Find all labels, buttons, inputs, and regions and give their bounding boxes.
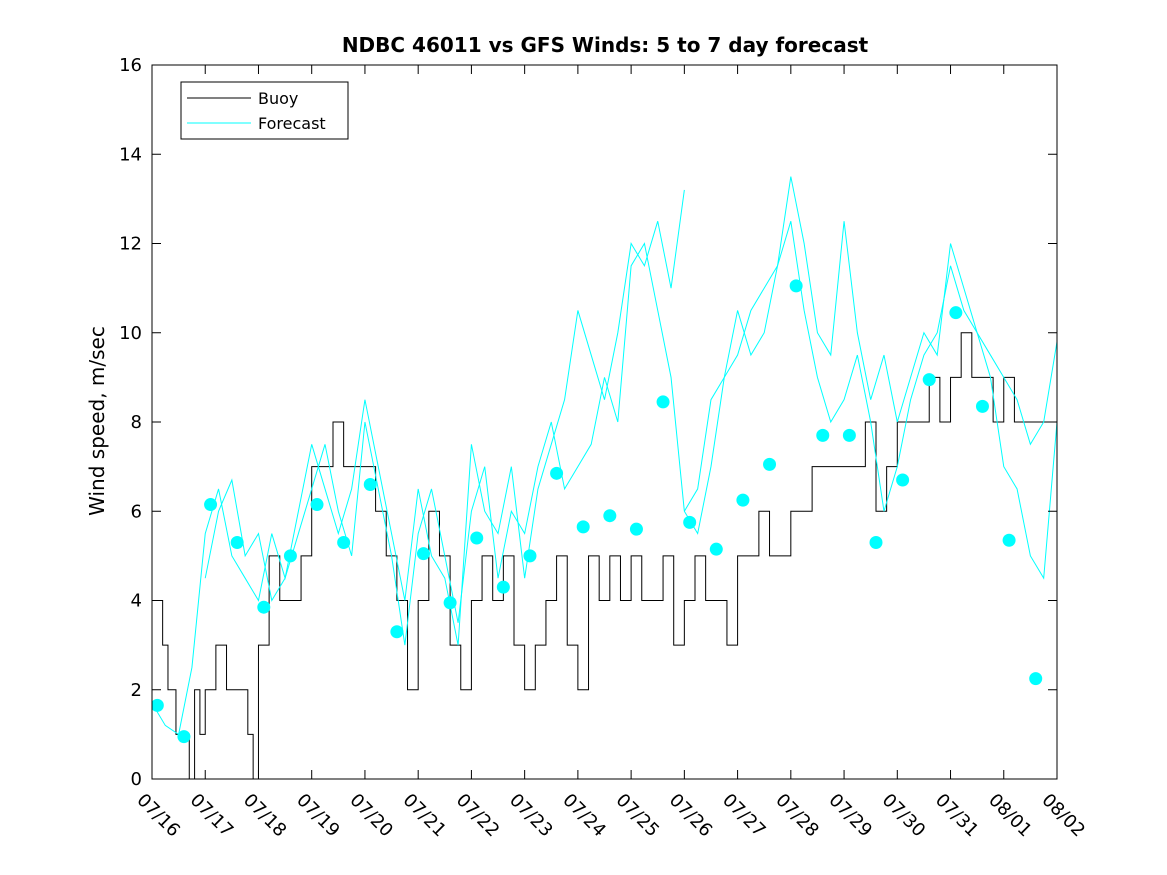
y-tick-label: 16 [119, 55, 142, 76]
forecast-marker [283, 549, 297, 563]
chart-title: NDBC 46011 vs GFS Winds: 5 to 7 day fore… [342, 33, 869, 57]
y-tick-label: 14 [119, 144, 142, 165]
legend: Buoy Forecast [180, 81, 349, 140]
plot-area [152, 176, 1057, 779]
y-tick-label: 6 [131, 501, 142, 522]
forecast-marker [257, 600, 271, 614]
legend-label-forecast: Forecast [258, 114, 326, 133]
forecast-marker [550, 466, 564, 480]
y-axis-label: Wind speed, m/sec [85, 326, 109, 516]
forecast-marker [656, 395, 670, 409]
forecast-marker [975, 399, 989, 413]
forecast-marker [204, 498, 218, 512]
series-line-forecast-run-3 [683, 176, 1057, 512]
forecast-marker [390, 625, 404, 639]
forecast-marker [177, 730, 191, 744]
series-line-forecast [152, 221, 1057, 736]
forecast-marker [763, 457, 777, 471]
forecast-marker [230, 535, 244, 549]
forecast-marker [523, 549, 537, 563]
y-tick-label: 10 [119, 323, 142, 344]
forecast-marker [443, 596, 457, 610]
y-tick-label: 0 [131, 769, 142, 790]
forecast-marker [496, 580, 510, 594]
forecast-marker [869, 535, 883, 549]
forecast-marker [417, 547, 430, 561]
forecast-marker [310, 498, 324, 512]
y-tick-label: 12 [119, 234, 142, 255]
forecast-marker [576, 520, 590, 534]
forecast-marker [789, 279, 803, 293]
forecast-marker [603, 509, 617, 523]
forecast-marker [1029, 672, 1043, 686]
series-line-buoy [152, 332, 1057, 779]
y-tick-label: 4 [131, 591, 142, 612]
forecast-marker [949, 306, 963, 320]
legend-box [180, 81, 349, 140]
forecast-marker [152, 698, 164, 712]
forecast-marker [709, 542, 723, 556]
forecast-marker [337, 535, 351, 549]
forecast-marker [470, 531, 484, 545]
y-tick-label: 2 [131, 680, 142, 701]
forecast-marker [816, 428, 830, 442]
forecast-marker [363, 477, 377, 491]
legend-label-buoy: Buoy [258, 89, 298, 108]
y-tick-label: 8 [131, 412, 142, 433]
forecast-marker [629, 522, 643, 536]
forecast-marker [896, 473, 910, 487]
forecast-marker [922, 373, 936, 387]
forecast-marker [842, 428, 856, 442]
series-line-forecast-run-2 [204, 189, 685, 646]
forecast-marker [736, 493, 750, 507]
forecast-marker [683, 515, 697, 529]
forecast-marker [1002, 533, 1016, 547]
